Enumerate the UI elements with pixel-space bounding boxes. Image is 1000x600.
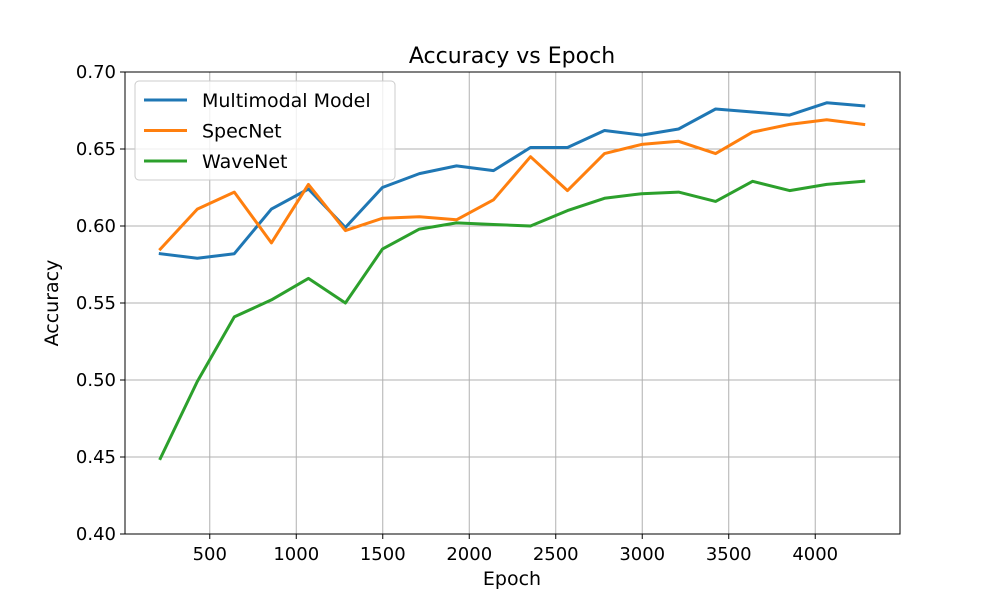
y-axis-label: Accuracy	[41, 260, 63, 347]
legend: Multimodal Model SpecNet WaveNet	[134, 80, 396, 181]
y-tick-label: 0.45	[76, 447, 116, 468]
chart-title: Accuracy vs Epoch	[409, 44, 615, 69]
y-tick-label: 0.60	[76, 216, 116, 237]
x-tick-label: 1500	[360, 544, 406, 565]
x-tick-label: 2500	[533, 544, 579, 565]
x-axis-label: Epoch	[483, 568, 541, 590]
y-tick-label: 0.65	[76, 139, 116, 160]
y-tick-label: 0.50	[76, 370, 116, 391]
series-lines	[158, 101, 866, 461]
y-tick-label: 0.40	[76, 524, 116, 545]
series-line-multimodal-model	[158, 101, 866, 260]
legend-label-wavenet: WaveNet	[202, 151, 288, 173]
x-tick-label: 2000	[446, 544, 492, 565]
legend-box	[134, 80, 396, 181]
legend-label-multimodal-model: Multimodal Model	[202, 90, 371, 112]
y-tick-label: 0.55	[76, 293, 116, 314]
series-line-wavenet	[158, 179, 866, 461]
x-tick-label: 3500	[706, 544, 752, 565]
series-line-specnet	[158, 118, 866, 252]
y-tick-label: 0.70	[76, 62, 116, 83]
x-tick-label: 1000	[273, 544, 319, 565]
legend-entries: Multimodal Model SpecNet WaveNet	[144, 90, 371, 173]
axis-ticks: 500 1000 1500 2000 2500 3000 3500 4000 0.40 0.45 0…	[76, 62, 838, 565]
x-tick-label: 3000	[619, 544, 665, 565]
legend-label-specnet: SpecNet	[202, 121, 282, 143]
x-tick-label: 4000	[792, 544, 838, 565]
x-tick-label: 500	[193, 544, 227, 565]
